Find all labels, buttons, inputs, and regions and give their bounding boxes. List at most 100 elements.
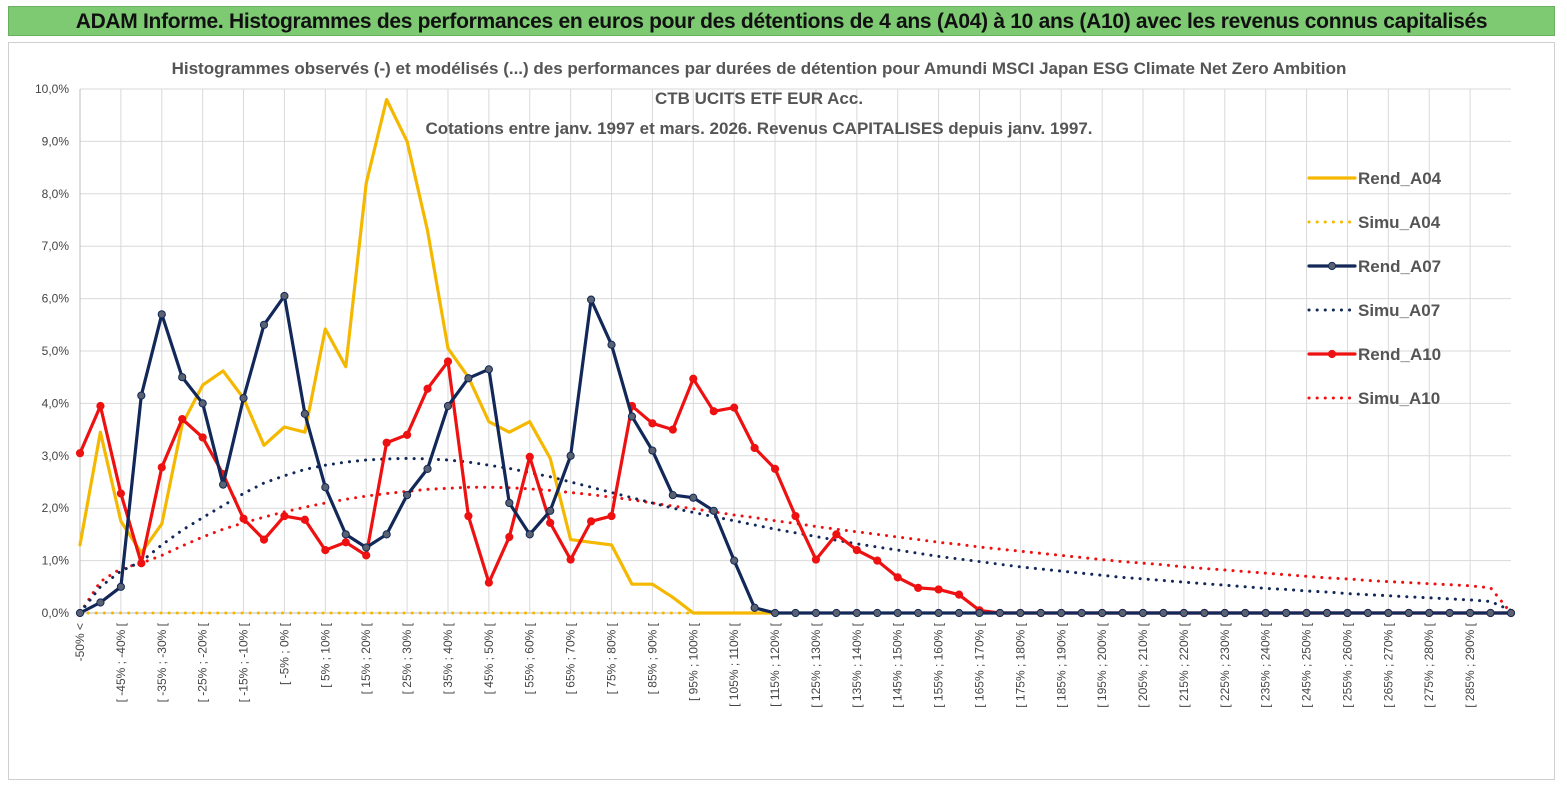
rend-a07-point: [1036, 608, 1045, 618]
rend-a07-point: [1404, 608, 1413, 618]
rend-a10-point: [546, 518, 555, 527]
rend-a07-point: [1179, 608, 1189, 618]
legend-label: Simu_A07: [1358, 301, 1440, 320]
rend-a07-point: [1077, 608, 1086, 618]
rend-a07-point: [137, 391, 146, 400]
rend-a10-point: [443, 357, 453, 366]
x-tick-label: [ 115% ; 120% [: [768, 622, 782, 706]
y-tick-label: 6,0%: [42, 292, 70, 306]
x-tick-label: [ 125% ; 130% [: [809, 622, 823, 707]
rend-a07-point: [995, 608, 1005, 618]
rend-a10-point: [893, 573, 902, 582]
x-tick-label: [ 225% ; 230% [: [1218, 622, 1232, 707]
rend-a10-point: [709, 407, 718, 416]
rend-a10-point: [730, 403, 739, 412]
rend-a07-point: [791, 608, 800, 618]
rend-a07-point: [1384, 608, 1393, 618]
x-tick-label: [ 255% ; 260% [: [1340, 622, 1354, 707]
x-tick-label: [ -25% ; -20% [: [196, 622, 210, 702]
rend-a10-point: [484, 578, 493, 587]
x-tick-label: [ -45% ; -40% [: [114, 622, 128, 702]
rend-a07-point: [1241, 608, 1250, 618]
rend-a10-point: [402, 430, 412, 439]
x-tick-label: [ 155% ; 160% [: [932, 622, 946, 707]
rend-a07-point: [464, 374, 473, 383]
legend-label: Rend_A10: [1358, 345, 1441, 364]
x-tick-label: [ 25% ; 30% [: [400, 622, 414, 694]
x-tick-label: [ 165% ; 170% [: [972, 622, 986, 707]
rend-a07-point: [1363, 608, 1373, 618]
x-tick-label: [ 5% ; 10% [: [318, 622, 332, 687]
report-title: ADAM Informe. Histogrammes des performan…: [75, 10, 1488, 33]
rend-a07-point: [96, 598, 105, 607]
rend-a07-point: [1506, 608, 1516, 618]
rend-a10-point: [259, 535, 269, 544]
x-tick-label: [ 195% ; 200% [: [1095, 622, 1109, 707]
rend-a07-point: [1057, 608, 1066, 618]
rend-a10-point: [668, 425, 677, 434]
rend-a10-point: [280, 511, 289, 521]
rend-a07-point: [648, 446, 657, 455]
x-axis: -50% < [ -45% ; -40% [[ -35% ; -30% [[ -2…: [73, 612, 1511, 708]
x-tick-label: [ -35% ; -30% [: [155, 622, 169, 702]
rend-a10-point: [750, 443, 759, 453]
chart-title-line: Histogrammes observés (-) et modélisés (…: [172, 59, 1347, 78]
legend-label: Simu_A04: [1358, 213, 1441, 232]
x-tick-label: [ -5% ; 0% [: [277, 622, 291, 685]
rend-a07-point: [832, 608, 841, 618]
y-tick-label: 7,0%: [42, 239, 70, 253]
legend-label: Rend_A07: [1358, 257, 1441, 276]
rend-a07-point: [1098, 608, 1107, 618]
simu-a07-line: [78, 456, 1513, 615]
rend-a07-point: [362, 543, 371, 552]
rend-a07-point: [1159, 608, 1168, 618]
x-tick-label: [ 265% ; 270% [: [1381, 622, 1395, 707]
rend-a07-point: [811, 608, 821, 618]
rend-a07-point: [1261, 608, 1270, 618]
rend-a07-point: [505, 498, 514, 508]
legend-item-rend-a07: Rend_A07: [1307, 257, 1441, 276]
rend-a07-point: [873, 608, 882, 618]
rend-a07-point: [607, 340, 616, 349]
rend-a07-point: [1466, 608, 1475, 618]
rend-a07-point: [1302, 608, 1311, 618]
x-tick-label: [ 235% ; 240% [: [1259, 622, 1273, 707]
rend-a07-point: [484, 365, 493, 374]
legend: Rend_A04 Simu_A04 Rend_A07 Simu_A07 Rend_A10…: [1307, 169, 1442, 408]
rend-a07-point: [627, 412, 637, 421]
x-tick-label: [ 245% ; 250% [: [1300, 622, 1314, 707]
y-axis: 0,0% 1,0% 2,0% 3,0% 4,0% 5,0% 6,0% 7,0% 8,0% 9,0%…: [35, 82, 81, 620]
rend-a07-point: [770, 608, 780, 618]
rend-a07-point: [300, 409, 309, 418]
y-tick-label: 8,0%: [42, 187, 70, 201]
rend-a07-point: [1445, 608, 1454, 618]
rend-a07-point: [382, 530, 391, 539]
rend-a07-point: [443, 401, 453, 411]
x-tick-label: [ 85% ; 90% [: [645, 622, 659, 694]
rend-a10-point: [689, 374, 698, 383]
rend-a07-point: [341, 530, 350, 539]
series-layer: [75, 97, 1516, 618]
rend-a07-point: [709, 506, 718, 515]
rend-a07-point: [116, 582, 125, 591]
rend-a07-point: [259, 320, 269, 329]
rend-a10-point: [852, 546, 861, 555]
x-tick-label: [ 145% ; 150% [: [891, 622, 905, 707]
rend-a07-point: [934, 608, 943, 618]
rend-a10-point: [791, 511, 800, 521]
rend-a07-point: [1118, 608, 1127, 618]
rend-a10-point: [954, 590, 964, 599]
rend-a10-point: [811, 555, 821, 564]
rend-a07-point: [1138, 608, 1148, 618]
rend-a07-point: [219, 480, 228, 489]
y-tick-label: 4,0%: [42, 396, 70, 410]
rend-a10-point: [116, 489, 125, 498]
rend-a07-point: [668, 491, 677, 500]
legend-item-rend-a10: Rend_A10: [1307, 345, 1441, 364]
chart-title-line: Cotations entre janv. 1997 et mars. 2026…: [425, 119, 1092, 138]
rend-a10-point: [382, 438, 391, 447]
y-tick-label: 0,0%: [42, 606, 70, 620]
rend-a10-point: [832, 530, 841, 539]
rend-a10-point: [525, 452, 534, 461]
rend-a04-line: [78, 97, 777, 615]
